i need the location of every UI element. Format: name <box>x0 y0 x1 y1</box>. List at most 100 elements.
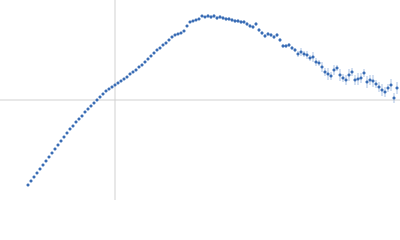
data-point <box>89 104 93 108</box>
data-point <box>140 63 144 67</box>
data-point <box>170 35 174 39</box>
data-point <box>335 66 339 70</box>
data-point <box>137 65 141 69</box>
data-point <box>86 107 90 111</box>
data-point <box>176 32 180 36</box>
data-point <box>314 60 318 64</box>
data-point <box>59 139 63 143</box>
data-point <box>200 14 204 18</box>
data-point <box>158 46 162 50</box>
data-point <box>350 70 354 74</box>
data-point <box>254 22 258 26</box>
data-point <box>155 48 159 52</box>
data-point <box>98 95 102 99</box>
data-point <box>224 17 228 21</box>
data-point <box>395 86 399 90</box>
data-point <box>41 163 45 167</box>
data-point <box>167 38 171 42</box>
data-point <box>344 78 348 82</box>
data-point <box>362 71 366 75</box>
data-point <box>29 179 33 183</box>
data-point <box>368 78 372 82</box>
data-point <box>35 171 39 175</box>
data-point <box>44 159 48 163</box>
data-point <box>389 83 393 87</box>
data-point <box>284 44 288 48</box>
data-point <box>128 72 132 76</box>
data-point <box>110 85 114 89</box>
data-point <box>311 55 315 59</box>
data-point <box>320 65 324 69</box>
data-point <box>251 25 255 29</box>
data-point <box>92 101 96 105</box>
data-point <box>101 92 105 96</box>
data-point <box>47 155 51 159</box>
data-point <box>245 22 249 26</box>
data-point <box>203 15 207 19</box>
data-point <box>272 35 276 39</box>
chart <box>0 0 400 200</box>
data-point <box>104 89 108 93</box>
data-point <box>161 43 165 47</box>
data-point <box>209 15 213 19</box>
data-point <box>386 86 390 90</box>
data-point <box>191 19 195 23</box>
data-point <box>329 74 333 78</box>
data-point <box>26 183 30 187</box>
data-point <box>275 33 279 37</box>
data-point <box>119 79 123 83</box>
data-point <box>74 120 78 124</box>
data-point <box>53 147 57 151</box>
data-point <box>287 43 291 47</box>
data-point <box>281 44 285 48</box>
data-point <box>65 131 69 135</box>
data-point <box>179 31 183 35</box>
data-point <box>290 46 294 50</box>
data-point <box>374 82 378 86</box>
data-point <box>95 98 99 102</box>
data-point <box>392 96 396 100</box>
data-point <box>257 28 261 32</box>
data-point <box>152 51 156 55</box>
data-point <box>146 57 150 61</box>
data-point <box>317 61 321 65</box>
data-point <box>302 52 306 56</box>
data-point <box>227 17 231 21</box>
data-point <box>131 70 135 74</box>
data-point <box>371 79 375 83</box>
data-point <box>296 52 300 56</box>
data-point <box>266 32 270 36</box>
data-point <box>341 76 345 80</box>
data-point <box>122 77 126 81</box>
data-point <box>332 68 336 72</box>
data-point <box>338 73 342 77</box>
data-point <box>62 135 66 139</box>
data-point <box>299 50 303 54</box>
data-point <box>206 14 210 18</box>
page: (() => { const data = JSON.parse(documen… <box>0 0 400 200</box>
data-point <box>134 68 138 72</box>
data-point <box>269 33 273 37</box>
data-point <box>83 110 87 114</box>
data-point <box>194 18 198 22</box>
data-point <box>185 24 189 28</box>
data-point <box>71 124 75 128</box>
data-point <box>326 72 330 76</box>
data-point <box>365 80 369 84</box>
data-point <box>182 29 186 33</box>
data-point <box>188 20 192 24</box>
data-point <box>260 31 264 35</box>
data-point <box>221 16 225 20</box>
data-point <box>56 143 60 147</box>
data-point <box>68 127 72 131</box>
data-point <box>359 76 363 80</box>
data-point <box>50 151 54 155</box>
data-point <box>38 167 42 171</box>
data-point <box>356 77 360 81</box>
data-point <box>383 90 387 94</box>
data-point <box>347 73 351 77</box>
data-point <box>305 53 309 57</box>
data-point <box>377 85 381 89</box>
data-point <box>353 78 357 82</box>
data-point <box>80 114 84 118</box>
